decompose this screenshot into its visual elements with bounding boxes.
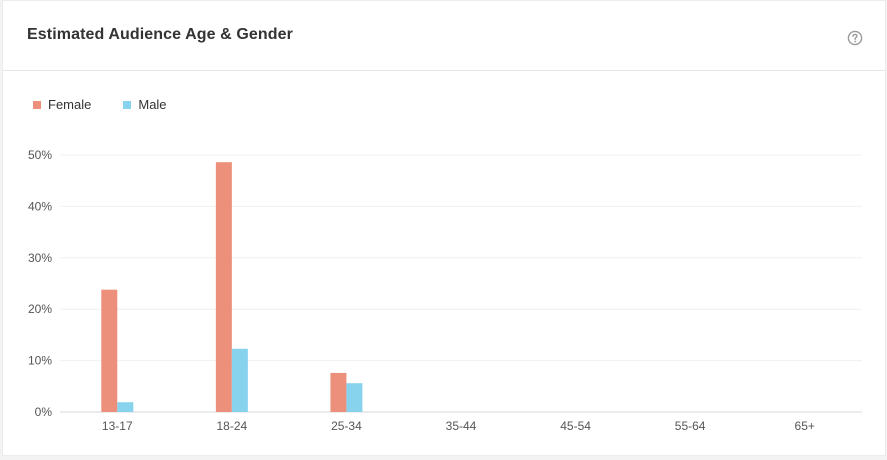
legend-item-male[interactable]: Male (123, 97, 167, 112)
y-tick-label: 0% (35, 405, 53, 419)
x-tick-label: 35-44 (446, 419, 477, 433)
x-tick-label: 25-34 (331, 419, 362, 433)
x-tick-label: 65+ (795, 419, 815, 433)
question-circle-icon[interactable] (847, 30, 863, 46)
y-tick-label: 20% (28, 302, 52, 316)
legend-swatch-female (33, 100, 41, 109)
y-tick-label: 10% (28, 354, 52, 368)
bar-female-18-24[interactable] (215, 162, 232, 412)
y-tick-label: 50% (28, 148, 52, 162)
x-tick-label: 18-24 (217, 419, 248, 433)
card-header: Estimated Audience Age & Gender (3, 1, 885, 71)
legend-item-female[interactable]: Female (33, 97, 91, 112)
y-tick-label: 40% (28, 199, 52, 213)
bar-male-13-17[interactable] (117, 402, 134, 412)
chart-legend: Female Male (33, 97, 167, 112)
bar-female-25-34[interactable] (330, 372, 347, 412)
bar-male-18-24[interactable] (231, 348, 248, 412)
legend-label-female: Female (48, 97, 92, 112)
x-tick-label: 13-17 (102, 419, 133, 433)
legend-label-male: Male (138, 97, 167, 112)
bar-male-25-34[interactable] (346, 383, 363, 412)
x-tick-label: 55-64 (675, 419, 706, 433)
x-tick-label: 45-54 (560, 419, 591, 433)
bar-female-13-17[interactable] (101, 289, 118, 412)
y-tick-label: 30% (28, 251, 52, 265)
legend-swatch-male (123, 100, 132, 109)
card-title: Estimated Audience Age & Gender (27, 26, 293, 43)
